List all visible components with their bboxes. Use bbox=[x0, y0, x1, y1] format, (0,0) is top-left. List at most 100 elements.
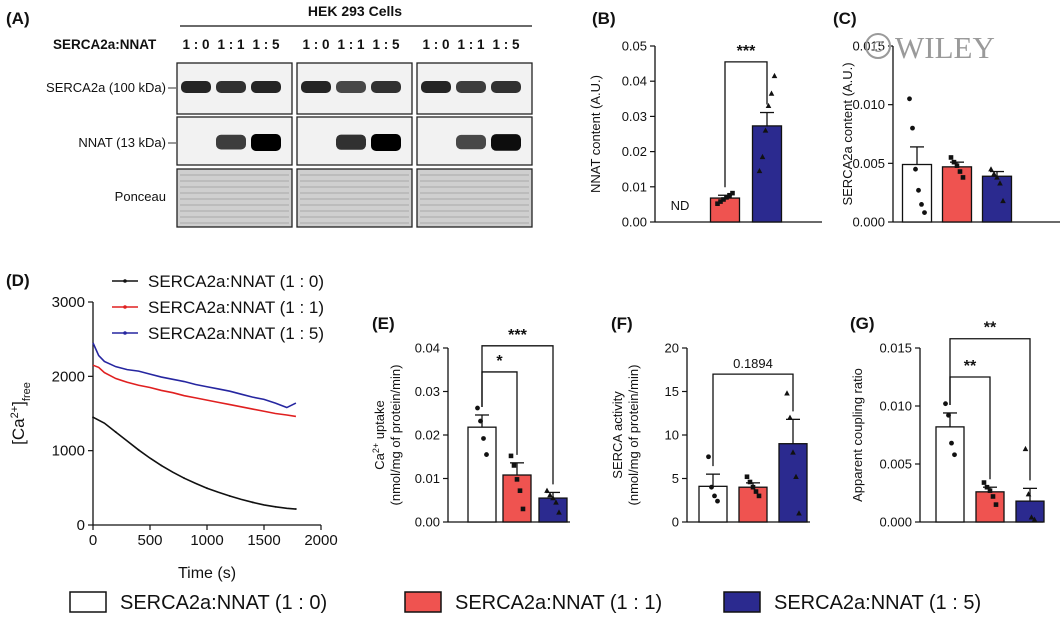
panel-label: (C) bbox=[833, 9, 857, 28]
legend-swatch-0 bbox=[69, 591, 107, 613]
data-point bbox=[484, 452, 489, 457]
data-point bbox=[793, 473, 799, 479]
data-point bbox=[913, 166, 918, 172]
x-tick-label: 1000 bbox=[190, 532, 223, 549]
y-tick-label: 0.01 bbox=[415, 471, 440, 486]
series-line-2 bbox=[92, 342, 297, 409]
y-tick-label: 0.02 bbox=[415, 428, 440, 443]
legend-label-0: SERCA2a:NNAT (1 : 0) bbox=[120, 592, 327, 614]
data-point bbox=[756, 493, 762, 499]
y-axis-label-main: [Ca bbox=[9, 418, 28, 445]
blot-membrane-g1-r2 bbox=[296, 168, 413, 228]
series-point bbox=[137, 449, 140, 451]
y-tick-label: 0 bbox=[77, 517, 85, 534]
data-point bbox=[991, 170, 997, 177]
data-point bbox=[709, 484, 714, 490]
y-tick-label: 0.00 bbox=[415, 515, 440, 530]
data-point bbox=[951, 159, 957, 165]
y-axis-label-sub: free bbox=[21, 382, 33, 401]
significance-label: ** bbox=[964, 358, 977, 375]
legend-marker-1 bbox=[123, 305, 127, 309]
copyright-c-icon: C bbox=[872, 39, 884, 56]
data-point bbox=[952, 452, 957, 458]
blot-row-label-2: Ponceau bbox=[115, 189, 166, 204]
y-axis-label-line1: SERCA activity bbox=[610, 391, 625, 479]
data-point bbox=[994, 174, 1000, 180]
blot-membrane-g2-r2 bbox=[416, 168, 533, 228]
y-tick-label: 0.015 bbox=[879, 341, 912, 356]
blot-ratio-row: 1 : 0 1 : 1 1 : 5 1 : 0 1 : 1 1 : 5 1 : 0 1 : 1… bbox=[182, 37, 520, 52]
data-point bbox=[990, 494, 996, 499]
y-tick-label: 0.02 bbox=[622, 144, 647, 159]
y-tick-label: 0.010 bbox=[879, 399, 912, 414]
serca-band-7 bbox=[456, 81, 486, 93]
data-point bbox=[756, 167, 763, 174]
series-line-0 bbox=[92, 416, 296, 510]
legend-swatch-1 bbox=[404, 591, 442, 613]
bar-2 bbox=[751, 125, 783, 223]
significance-label: *** bbox=[737, 43, 756, 60]
data-point bbox=[747, 479, 753, 485]
y-tick-label: 10 bbox=[665, 428, 679, 443]
blot-ratio-8: 1 : 5 bbox=[492, 37, 520, 52]
data-point bbox=[960, 175, 966, 180]
serca-band-6 bbox=[421, 81, 451, 93]
bar-0 bbox=[698, 485, 728, 523]
y-tick-label: 0.000 bbox=[852, 215, 885, 230]
serca-band-4 bbox=[336, 81, 366, 93]
chart-panel-c: (C) 0.000 0.005 0.010 0.015 SERCA2a content (… bbox=[833, 9, 1060, 230]
data-point bbox=[984, 484, 990, 490]
y-tick-label: 0.03 bbox=[415, 384, 440, 399]
series-point bbox=[295, 508, 297, 510]
data-point bbox=[511, 463, 517, 468]
data-point bbox=[715, 201, 720, 206]
data-point bbox=[1025, 491, 1032, 497]
blot-ratio-7: 1 : 1 bbox=[457, 37, 485, 52]
legend-label-2: SERCA2a:NNAT (1 : 5) bbox=[148, 324, 324, 343]
data-point bbox=[517, 488, 523, 493]
panel-label: (G) bbox=[850, 314, 875, 333]
data-point bbox=[715, 498, 720, 504]
y-axis-label-sup: 2+ bbox=[371, 443, 381, 453]
watermark-logo: C WILEY bbox=[865, 30, 995, 65]
data-point bbox=[553, 499, 559, 505]
series-point bbox=[160, 464, 163, 467]
series-point bbox=[114, 431, 117, 433]
significance-bracket bbox=[712, 373, 794, 467]
blot-membranes bbox=[176, 62, 533, 228]
bar-0 bbox=[467, 426, 497, 523]
blot-title: HEK 293 Cells bbox=[308, 3, 402, 19]
copyright-circle-icon bbox=[865, 33, 891, 59]
y-tick-label: 0.04 bbox=[415, 341, 440, 356]
y-axis-label-line1: Ca2+ uptake bbox=[371, 400, 387, 470]
y-tick-label: 0.04 bbox=[622, 74, 647, 89]
series-point bbox=[251, 501, 254, 504]
data-point bbox=[916, 187, 921, 193]
data-point bbox=[1022, 445, 1029, 452]
y-tick-label: 1000 bbox=[52, 443, 85, 460]
series-point bbox=[274, 505, 277, 508]
data-point bbox=[910, 125, 915, 131]
y-axis-label-line2: (nmol/mg of protein/min) bbox=[626, 365, 641, 506]
y-axis-label-line2: (nmol/mg of protein/min) bbox=[388, 365, 403, 506]
data-point bbox=[948, 155, 954, 160]
blot-ratio-6: 1 : 0 bbox=[422, 37, 449, 52]
bottom-legend: SERCA2a:NNAT (1 : 0) SERCA2a:NNAT (1 : 1)… bbox=[69, 591, 981, 614]
y-axis-label-sup: 2+ bbox=[9, 406, 21, 419]
series-line-1 bbox=[92, 364, 297, 418]
series-point bbox=[228, 495, 231, 497]
y-axis-label: [Ca2+]free bbox=[9, 382, 33, 445]
watermark-text: WILEY bbox=[895, 30, 995, 65]
y-tick-label: 0.000 bbox=[879, 515, 912, 530]
y-tick-label: 0.015 bbox=[852, 39, 885, 54]
y-tick-label: 0.05 bbox=[622, 39, 647, 54]
data-point bbox=[957, 169, 963, 174]
data-point bbox=[993, 502, 999, 507]
data-point bbox=[907, 96, 912, 102]
data-point bbox=[784, 390, 790, 396]
bar-1 bbox=[738, 486, 768, 523]
panel-label: (B) bbox=[592, 9, 616, 28]
data-point bbox=[943, 401, 948, 407]
data-point bbox=[988, 166, 994, 172]
data-point bbox=[550, 495, 556, 501]
